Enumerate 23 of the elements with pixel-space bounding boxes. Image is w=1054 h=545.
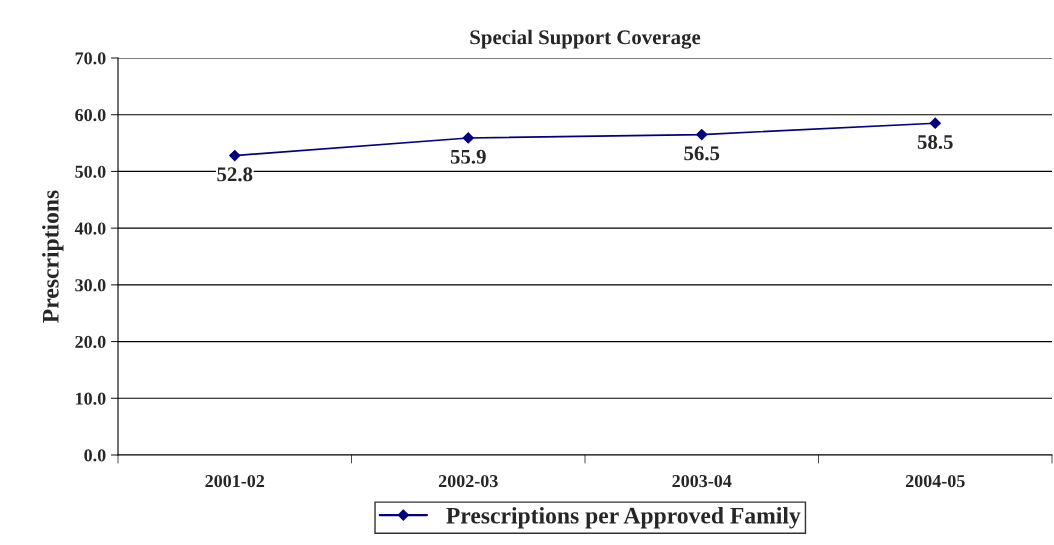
y-tick-label: 50.0 (75, 165, 106, 178)
chart-title: Special Support Coverage (470, 29, 701, 49)
point (929, 117, 941, 129)
x-tick-label: 2001-02 (205, 474, 265, 488)
y-axis-title: Prescriptions (42, 190, 64, 323)
x-tick-label: 2004-05 (905, 474, 965, 488)
y-tick-label: 40.0 (74, 222, 106, 235)
x-tick-label: 2002-03 (438, 474, 498, 488)
data-label: 52.8 (217, 167, 253, 182)
point (462, 132, 474, 144)
y-tick-label: 20.0 (75, 335, 106, 349)
data-label: 55.9 (450, 149, 486, 164)
x-tick-label: 2003-04 (672, 474, 732, 488)
point (229, 149, 241, 162)
y-tick-label: 60.0 (75, 108, 106, 122)
point (696, 128, 708, 141)
legend-label: Prescriptions per Approved Family (446, 506, 801, 529)
y-tick-label: 0.0 (84, 449, 106, 462)
data-label: 58.5 (917, 134, 953, 150)
y-tick-label: 10.0 (76, 392, 106, 405)
y-tick-label: 30.0 (75, 279, 106, 292)
data-label: 56.5 (684, 146, 720, 161)
y-tick-label: 70.0 (75, 52, 106, 65)
